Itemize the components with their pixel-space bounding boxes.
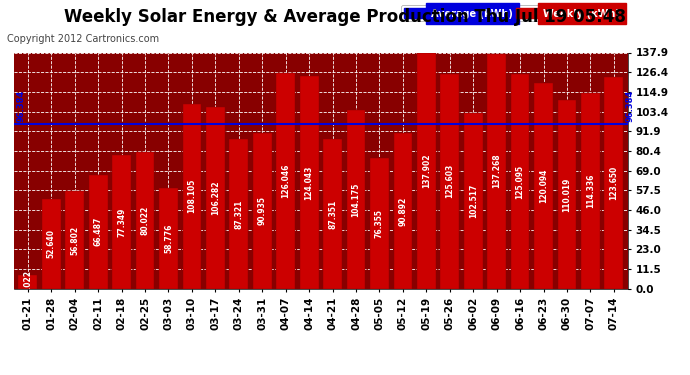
Text: 90.935: 90.935 [258, 196, 267, 225]
Bar [464, 113, 482, 289]
Text: Copyright 2012 Cartronics.com: Copyright 2012 Cartronics.com [7, 34, 159, 44]
Bar [511, 74, 529, 289]
Bar [581, 93, 600, 289]
Bar [558, 100, 576, 289]
Text: 77.349: 77.349 [117, 207, 126, 237]
Text: 102.517: 102.517 [469, 184, 477, 218]
Legend: Average (kWh), Weekly (kWh): Average (kWh), Weekly (kWh) [401, 5, 623, 21]
Bar [112, 155, 131, 289]
Bar [19, 275, 37, 289]
Text: 137.902: 137.902 [422, 153, 431, 188]
Text: Weekly Solar Energy & Average Production Thu Jul 19 05:48: Weekly Solar Energy & Average Production… [64, 8, 626, 26]
Text: 106.282: 106.282 [211, 180, 220, 215]
Text: 108.105: 108.105 [188, 179, 197, 213]
Text: 110.019: 110.019 [562, 177, 571, 212]
Bar [276, 73, 295, 289]
Bar [230, 139, 248, 289]
Text: 66.487: 66.487 [94, 217, 103, 246]
Bar [299, 76, 319, 289]
Bar [440, 74, 459, 289]
Text: 52.640: 52.640 [47, 229, 56, 258]
Text: 8.022: 8.022 [23, 270, 32, 294]
Bar [604, 77, 623, 289]
Bar [159, 188, 178, 289]
Text: 76.355: 76.355 [375, 209, 384, 238]
Text: 114.336: 114.336 [586, 174, 595, 208]
Text: 96.384: 96.384 [626, 90, 635, 122]
Bar [66, 192, 84, 289]
Bar [42, 199, 61, 289]
Text: 137.268: 137.268 [492, 154, 501, 189]
Bar [370, 158, 389, 289]
Bar [89, 175, 108, 289]
Bar [487, 54, 506, 289]
Bar [136, 152, 155, 289]
Text: 120.094: 120.094 [539, 169, 548, 203]
Text: 87.351: 87.351 [328, 199, 337, 228]
Bar [393, 133, 412, 289]
Text: 124.043: 124.043 [304, 165, 314, 200]
Bar [417, 53, 435, 289]
Text: 80.022: 80.022 [141, 206, 150, 235]
Bar [534, 83, 553, 289]
Bar [206, 106, 225, 289]
Text: 96.384: 96.384 [16, 90, 25, 122]
Bar [253, 133, 272, 289]
Bar [183, 104, 201, 289]
Text: 126.046: 126.046 [282, 164, 290, 198]
Text: 90.892: 90.892 [398, 196, 407, 225]
Text: 123.650: 123.650 [609, 166, 618, 200]
Bar [346, 110, 366, 289]
Bar [323, 139, 342, 289]
Text: 125.603: 125.603 [445, 164, 454, 198]
Text: 58.776: 58.776 [164, 224, 173, 253]
Text: 104.175: 104.175 [351, 182, 360, 217]
Text: 125.095: 125.095 [515, 165, 524, 199]
Text: 56.802: 56.802 [70, 225, 79, 255]
Text: 87.321: 87.321 [235, 199, 244, 229]
